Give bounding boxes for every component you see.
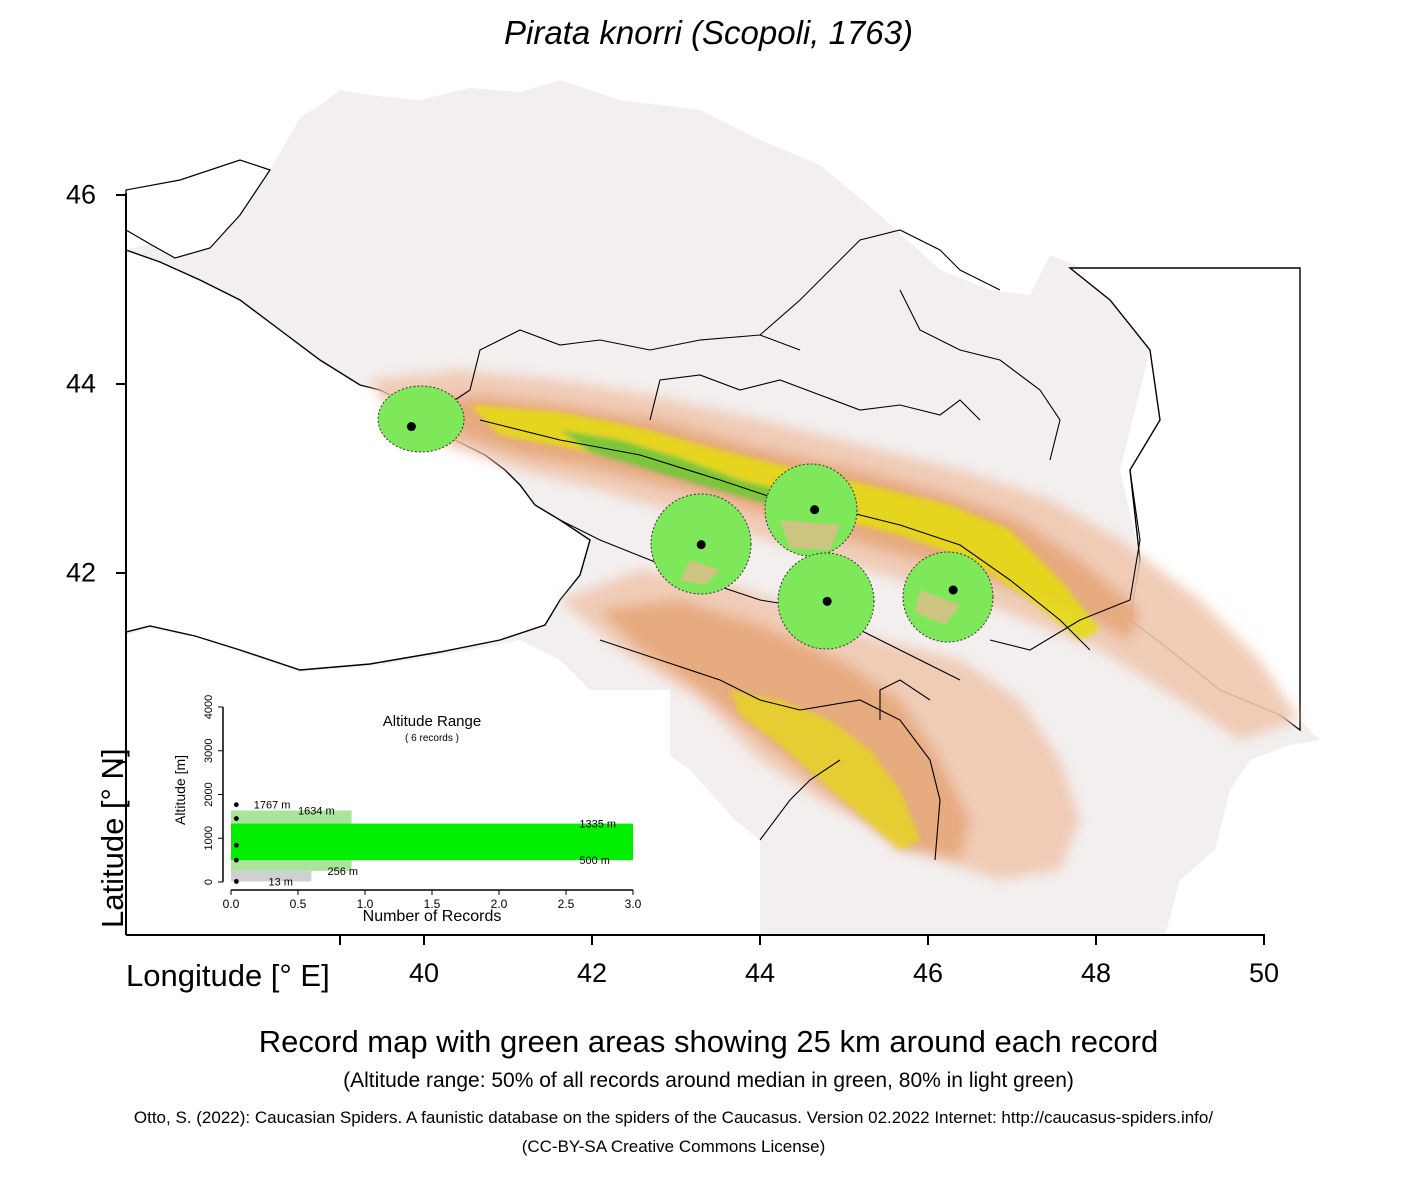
y-tick-label: 42 <box>66 557 97 588</box>
altitude-record-point <box>233 802 239 808</box>
map-caption: Record map with green areas showing 25 k… <box>258 1024 1159 1059</box>
altitude-label: 1335 m <box>579 819 616 831</box>
species-title: Pirata knorri (Scopoli, 1763) <box>503 14 914 51</box>
x-axis-title: Longitude [° E] <box>126 958 330 993</box>
inset-y-tick-label: 1000 <box>203 826 215 850</box>
map-subcaption: (Altitude range: 50% of all records arou… <box>343 1069 1074 1092</box>
record-buffer <box>902 551 994 643</box>
map-tick-marks <box>116 194 1265 945</box>
altitude-range-bar <box>231 870 312 882</box>
inset-y-tick-label: 3000 <box>203 739 215 763</box>
azov-sea <box>125 159 271 259</box>
altitude-record-point <box>233 816 239 821</box>
citation-text: Otto, S. (2022): Caucasian Spiders. A fa… <box>133 1108 1214 1127</box>
record-point <box>810 505 820 515</box>
inset-x-tick-label: 2.0 <box>491 897 508 911</box>
inset-x-tick-label: 2.5 <box>558 897 575 911</box>
x-tick-label: 42 <box>576 958 608 988</box>
record-buffer <box>377 385 465 453</box>
buffer-gaps <box>680 520 960 625</box>
inset-subtitle: ( 6 records ) <box>405 733 459 744</box>
altitude-record-point <box>233 857 239 863</box>
map-axes <box>116 193 1265 945</box>
y-tick-label: 44 <box>66 368 97 399</box>
black-sea <box>125 249 591 671</box>
inset-title: Altitude Range <box>383 713 481 730</box>
x-tick-label: 40 <box>408 958 440 988</box>
altitude-record-point <box>233 842 239 848</box>
license-text: (CC-BY-SA Creative Commons License) <box>521 1137 826 1156</box>
altitude-range-bar <box>231 823 633 861</box>
altitude-inset: 0 1000 2000 3000 4000 0.0 0.5 1.0 1.5 2.0 2.5 3.0 17… <box>150 690 670 930</box>
y-tick-label: 46 <box>66 179 97 210</box>
altitude-label: 1634 m <box>298 806 335 818</box>
record-point <box>822 596 832 606</box>
inset-x-tick-label: 3.0 <box>625 897 642 911</box>
inset-y-tick-label: 4000 <box>203 695 215 719</box>
y-axis-title: Latitude [° N] <box>95 748 130 928</box>
record-point <box>406 422 416 432</box>
inset-x-tick-label: 0.5 <box>290 897 307 911</box>
inset-x-tick-label: 0.0 <box>223 897 240 911</box>
inset-y-label: Altitude [m] <box>172 755 188 825</box>
x-tick-label: 44 <box>744 958 776 988</box>
inset-x-tick-label: 1.5 <box>424 897 441 911</box>
altitude-label: 1767 m <box>254 800 291 812</box>
inset-x-label: Number of Records <box>363 908 502 925</box>
record-point <box>696 540 706 550</box>
altitude-label: 500 m <box>579 855 610 867</box>
map-panel <box>116 80 1320 945</box>
inset-x-tick-label: 1.0 <box>357 897 374 911</box>
x-tick-label: 46 <box>912 958 944 988</box>
x-tick-label: 50 <box>1248 958 1280 988</box>
x-tick-label: 48 <box>1080 958 1112 988</box>
inset-plot: 0 1000 2000 3000 4000 0.0 0.5 1.0 1.5 2.0 2.5 3.0 17… <box>203 695 642 911</box>
altitude-label: 256 m <box>327 866 358 878</box>
inset-y-tick-label: 2000 <box>203 782 215 806</box>
altitude-record-point <box>233 879 239 884</box>
inset-y-tick-label: 0 <box>203 879 215 885</box>
record-point <box>948 585 958 595</box>
altitude-label: 13 m <box>269 876 293 888</box>
record-points <box>406 422 958 606</box>
